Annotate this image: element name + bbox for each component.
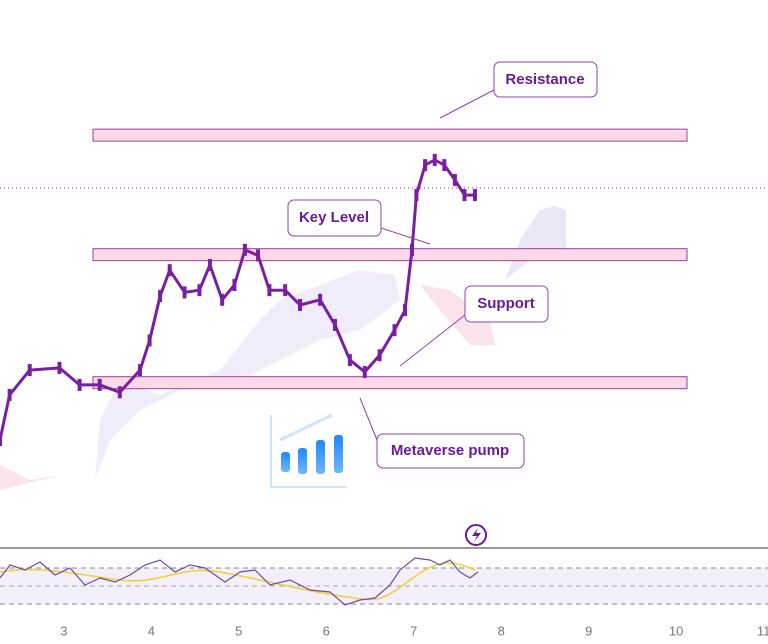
candle [377,349,382,362]
candle [232,279,237,291]
candle [97,378,102,391]
candle [147,334,152,347]
candle [7,388,12,401]
candle [242,243,247,256]
candle [402,304,407,317]
candle [220,293,225,306]
candle [452,173,457,186]
callout-text: Resistance [505,71,584,88]
candle [77,378,82,391]
level-band [92,376,688,390]
cloud [420,285,495,345]
candle [27,364,32,377]
candle [347,354,352,367]
candle [207,259,212,272]
candle [197,284,202,297]
cloud [0,465,60,490]
callout: Resistance [439,61,598,119]
cloud [95,270,400,480]
candle [462,189,467,202]
callout-text: Key Level [299,209,369,226]
candle [256,249,261,262]
candle [432,153,437,166]
candle [0,434,2,447]
x-tick-label: 5 [235,623,242,638]
callout-text: Support [477,295,535,312]
candle [392,324,397,337]
x-tick-label: 4 [148,623,155,638]
candle [423,159,428,172]
candle [414,189,419,202]
x-tick-label: 11 [757,623,768,638]
candle [362,365,367,378]
candle [158,290,163,303]
candle [267,284,272,297]
candle [333,318,338,331]
candle [137,364,142,377]
chart-icon [270,413,347,488]
callout: Support [399,285,549,367]
x-tick-label: 10 [669,623,683,638]
osc-signal [0,562,476,601]
candle [283,284,288,297]
cloud [505,206,566,280]
candle [472,189,477,202]
x-tick-label: 6 [323,623,330,638]
level-band [92,248,688,262]
candle [298,298,303,311]
candle [117,386,122,399]
candle [57,361,62,374]
osc-line-series [0,557,479,606]
x-tick-label: 3 [60,623,67,638]
x-tick-label: 9 [585,623,592,638]
level-band [92,128,688,142]
candle [167,264,172,277]
callout-text: Metaverse pump [391,442,509,459]
callout: Metaverse pump [359,397,525,469]
candle [409,243,414,256]
x-tick-label: 7 [410,623,417,638]
price-line [0,158,475,441]
candle [182,286,187,299]
candle [442,159,447,172]
event-icon [465,524,487,546]
candle [318,293,323,306]
callout: Key Level [287,199,431,245]
x-tick-label: 8 [498,623,505,638]
